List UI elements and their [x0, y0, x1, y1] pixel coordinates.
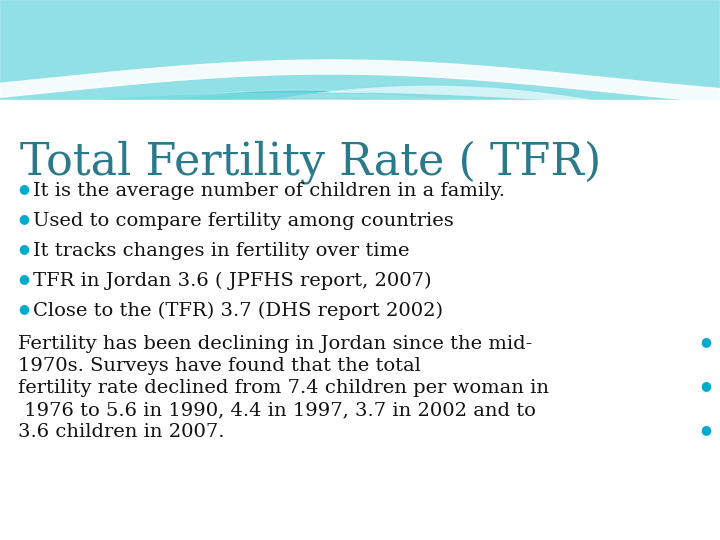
Text: Fertility has been declining in Jordan since the mid-: Fertility has been declining in Jordan s…: [18, 335, 532, 353]
Text: Close to the (TFR) 3.7 (DHS report 2002): Close to the (TFR) 3.7 (DHS report 2002): [33, 302, 443, 320]
Text: 3.6 children in 2007.: 3.6 children in 2007.: [18, 423, 225, 441]
Text: TFR in Jordan 3.6 ( JPFHS report, 2007): TFR in Jordan 3.6 ( JPFHS report, 2007): [33, 272, 431, 291]
Text: ●: ●: [700, 423, 711, 436]
Text: 1970s. Surveys have found that the total: 1970s. Surveys have found that the total: [18, 357, 421, 375]
Text: Used to compare fertility among countries: Used to compare fertility among countrie…: [33, 212, 454, 230]
Text: ●: ●: [18, 212, 29, 225]
Text: ●: ●: [700, 335, 711, 348]
Text: ●: ●: [700, 379, 711, 392]
Text: ●: ●: [18, 302, 29, 315]
Text: ●: ●: [18, 182, 29, 195]
Text: fertility rate declined from 7.4 children per woman in: fertility rate declined from 7.4 childre…: [18, 379, 549, 397]
Text: 1976 to 5.6 in 1990, 4.4 in 1997, 3.7 in 2002 and to: 1976 to 5.6 in 1990, 4.4 in 1997, 3.7 in…: [18, 401, 536, 419]
Text: It is the average number of children in a family.: It is the average number of children in …: [33, 182, 505, 200]
Text: It tracks changes in fertility over time: It tracks changes in fertility over time: [33, 242, 410, 260]
Text: ●: ●: [18, 242, 29, 255]
Text: Total Fertility Rate ( TFR): Total Fertility Rate ( TFR): [20, 140, 601, 184]
Polygon shape: [0, 100, 720, 540]
Text: ●: ●: [18, 272, 29, 285]
